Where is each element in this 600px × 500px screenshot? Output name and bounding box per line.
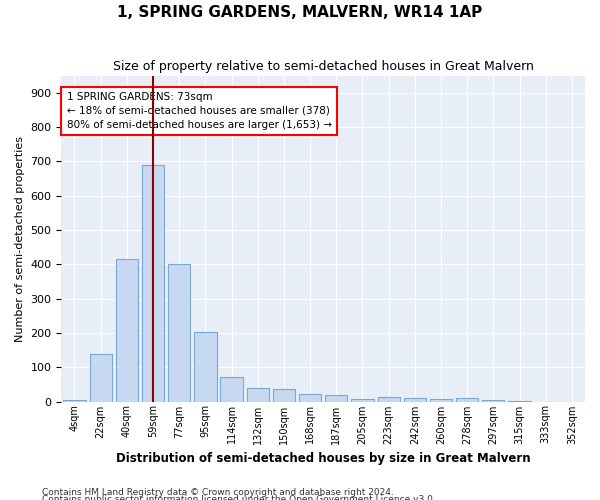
Bar bbox=[456, 398, 478, 402]
Title: Size of property relative to semi-detached houses in Great Malvern: Size of property relative to semi-detach… bbox=[113, 60, 533, 73]
Bar bbox=[404, 398, 426, 402]
Text: Contains public sector information licensed under the Open Government Licence v3: Contains public sector information licen… bbox=[42, 496, 436, 500]
Bar bbox=[89, 354, 112, 402]
X-axis label: Distribution of semi-detached houses by size in Great Malvern: Distribution of semi-detached houses by … bbox=[116, 452, 530, 465]
Text: Contains HM Land Registry data © Crown copyright and database right 2024.: Contains HM Land Registry data © Crown c… bbox=[42, 488, 394, 497]
Bar bbox=[430, 399, 452, 402]
Bar bbox=[482, 400, 505, 402]
Bar bbox=[247, 388, 269, 402]
Bar bbox=[168, 264, 190, 402]
Text: 1, SPRING GARDENS, MALVERN, WR14 1AP: 1, SPRING GARDENS, MALVERN, WR14 1AP bbox=[118, 5, 482, 20]
Bar bbox=[116, 259, 138, 402]
Text: 1 SPRING GARDENS: 73sqm
← 18% of semi-detached houses are smaller (378)
80% of s: 1 SPRING GARDENS: 73sqm ← 18% of semi-de… bbox=[67, 92, 332, 130]
Bar bbox=[194, 332, 217, 402]
Y-axis label: Number of semi-detached properties: Number of semi-detached properties bbox=[15, 136, 25, 342]
Bar bbox=[64, 400, 86, 402]
Bar bbox=[220, 377, 242, 402]
Bar bbox=[273, 389, 295, 402]
Bar bbox=[142, 165, 164, 402]
Bar bbox=[352, 399, 374, 402]
Bar bbox=[377, 398, 400, 402]
Bar bbox=[299, 394, 321, 402]
Bar bbox=[325, 394, 347, 402]
